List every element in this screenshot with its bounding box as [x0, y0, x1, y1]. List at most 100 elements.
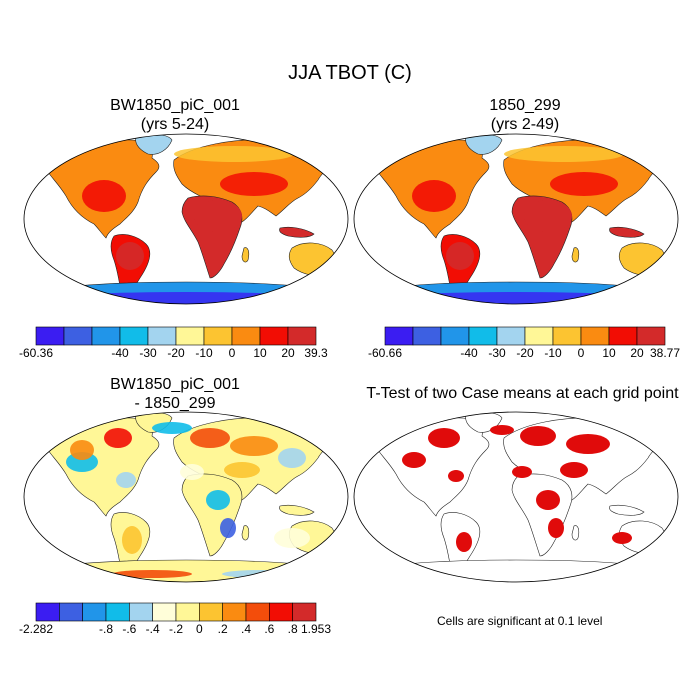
colorbar-3-labels: -2.282 -.8 -.6 -.4 -.2 0 .2 .4 .6 .8 1.953 — [19, 622, 331, 638]
colorbar-tick-label: 10 — [253, 346, 267, 360]
hot-zone — [524, 200, 572, 232]
colorbar-tick-label: -30 — [488, 346, 506, 360]
page-title: JJA TBOT (C) — [288, 62, 412, 84]
panel-4-title: T-Test of two Case means at each grid po… — [345, 384, 700, 403]
significant-cells — [548, 518, 564, 538]
colorbar-2-labels: -60.66 -40 -30 -20 -10 0 10 20 38.77 — [368, 346, 680, 362]
significant-cells — [490, 425, 514, 435]
colorbar-tick-label: -40 — [460, 346, 478, 360]
colorbar-swatch — [231, 326, 261, 346]
panel-1-title-line2: (yrs 5-24) — [140, 116, 210, 133]
land-madagascar — [241, 247, 250, 263]
colorbar-swatch — [175, 602, 200, 622]
anomaly-zone — [116, 472, 136, 488]
colorbar-tick-label: .6 — [264, 622, 275, 636]
colorbar-swatch — [35, 602, 60, 622]
significance-note: Cells are significant at 0.1 level — [437, 614, 603, 628]
cold-zone — [56, 292, 316, 304]
colorbar-swatch — [440, 326, 470, 346]
anomaly-zone — [180, 464, 204, 480]
map-panel-2 — [353, 133, 679, 305]
land-madagascar — [241, 525, 250, 541]
panel-1-title-line1: BW1850_piC_001 — [110, 97, 240, 114]
hot-zone — [446, 242, 474, 270]
colorbar-swatch — [91, 326, 121, 346]
anomaly-zone — [122, 526, 142, 554]
colorbar-tick-label: -2.282 — [18, 622, 54, 636]
colorbar-tick-label: -20 — [516, 346, 534, 360]
colorbar-swatch — [82, 602, 107, 622]
colorbar-3 — [35, 602, 317, 622]
colorbar-tick-label: -30 — [139, 346, 157, 360]
panel-3-title: BW1850_piC_001 - 1850_299 — [75, 375, 275, 413]
anomaly-zone — [70, 440, 94, 460]
colorbar-swatch — [35, 326, 65, 346]
colorbar-tick-label: -60.66 — [367, 346, 403, 360]
land-madagascar — [571, 525, 580, 541]
colorbar-swatch — [222, 602, 247, 622]
land-antarctica — [361, 559, 671, 582]
colorbar-swatch — [199, 602, 223, 622]
hot-zone — [116, 242, 144, 270]
colorbar-tick-label: -40 — [111, 346, 129, 360]
colorbar-swatch — [203, 326, 233, 346]
colorbar-swatch — [129, 602, 153, 622]
colorbar-swatch — [259, 326, 289, 346]
significant-cells — [512, 466, 532, 478]
anomaly-zone — [104, 428, 132, 448]
colorbar-swatch — [580, 326, 610, 346]
significant-cells — [612, 532, 632, 544]
warm-zone — [550, 172, 618, 196]
colorbar-tick-label: .8 — [287, 622, 298, 636]
panel-1-title: BW1850_piC_001 (yrs 5-24) — [75, 96, 275, 134]
colorbar-swatch — [59, 602, 83, 622]
colorbar-tick-label: .4 — [240, 622, 252, 636]
colorbar-tick-label: 0 — [228, 346, 236, 360]
colorbar-tick-label: -.8 — [98, 622, 114, 636]
colorbar-tick-label: -60.36 — [18, 346, 54, 360]
panel-3-title-line2: - 1850_299 — [134, 395, 216, 412]
significant-cells — [456, 532, 472, 552]
colorbar-tick-label: 38.77 — [649, 346, 681, 360]
colorbar-swatch — [468, 326, 498, 346]
colorbar-tick-label: -.4 — [145, 622, 160, 636]
colorbar-swatch — [147, 326, 177, 346]
significant-cells — [536, 490, 560, 510]
anomaly-zone — [190, 428, 230, 448]
map-panel-3 — [23, 411, 349, 583]
colorbar-tick-label: 0 — [577, 346, 585, 360]
anomaly-zone — [274, 528, 310, 548]
colorbar-swatch — [152, 602, 177, 622]
colorbar-tick-label: 20 — [630, 346, 644, 360]
map-border — [353, 411, 679, 583]
colorbar-swatch — [524, 326, 554, 346]
land-indonesia — [279, 504, 315, 516]
significant-cells — [402, 452, 426, 468]
land-indonesia — [609, 226, 645, 238]
anomaly-zone — [220, 518, 236, 538]
colorbar-tick-label: 1.953 — [300, 622, 332, 636]
land-indonesia — [609, 504, 645, 516]
cold-zone — [386, 292, 646, 304]
colorbar-tick-label: 0 — [195, 622, 203, 636]
map-panel-4 — [353, 411, 679, 583]
panel-2-title-line2: (yrs 2-49) — [490, 116, 560, 133]
anomaly-zone — [222, 570, 302, 578]
anomaly-zone — [112, 570, 192, 578]
land-madagascar — [571, 247, 580, 263]
anomaly-zone — [152, 422, 192, 434]
colorbar-swatch — [175, 326, 205, 346]
colorbar-tick-label: .2 — [217, 622, 228, 636]
colorbar-tick-label: 39.3 — [304, 346, 328, 360]
map-border — [23, 133, 349, 305]
colorbar-1-labels: -60.36 -40 -30 -20 -10 0 10 20 39.3 — [19, 346, 328, 362]
colorbar-swatch — [608, 326, 638, 346]
colorbar-swatch — [552, 326, 582, 346]
significant-cells — [448, 470, 464, 482]
colorbar-swatch — [269, 602, 293, 622]
warm-zone — [412, 180, 456, 212]
colorbar-swatch — [292, 602, 317, 622]
significant-cells — [520, 426, 556, 446]
anomaly-zone — [224, 462, 260, 478]
hot-zone — [194, 200, 242, 232]
